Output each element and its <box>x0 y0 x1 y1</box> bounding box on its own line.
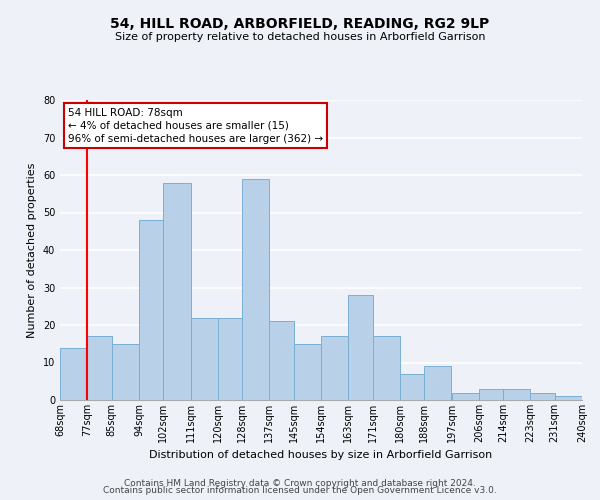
Bar <box>269 322 293 400</box>
Y-axis label: Number of detached properties: Number of detached properties <box>27 162 37 338</box>
Bar <box>163 182 191 400</box>
Bar <box>242 179 269 400</box>
Text: 54, HILL ROAD, ARBORFIELD, READING, RG2 9LP: 54, HILL ROAD, ARBORFIELD, READING, RG2 … <box>110 18 490 32</box>
Bar <box>373 336 400 400</box>
Bar <box>554 396 582 400</box>
Bar <box>503 389 530 400</box>
Bar <box>479 389 503 400</box>
Text: 54 HILL ROAD: 78sqm
← 4% of detached houses are smaller (15)
96% of semi-detache: 54 HILL ROAD: 78sqm ← 4% of detached hou… <box>68 108 323 144</box>
Bar <box>400 374 424 400</box>
Bar <box>424 366 451 400</box>
Bar <box>293 344 321 400</box>
Text: Contains public sector information licensed under the Open Government Licence v3: Contains public sector information licen… <box>103 486 497 495</box>
X-axis label: Distribution of detached houses by size in Arborfield Garrison: Distribution of detached houses by size … <box>149 450 493 460</box>
Bar <box>452 392 479 400</box>
Bar <box>60 348 88 400</box>
Text: Size of property relative to detached houses in Arborfield Garrison: Size of property relative to detached ho… <box>115 32 485 42</box>
Bar <box>321 336 349 400</box>
Bar <box>88 336 112 400</box>
Bar <box>218 318 242 400</box>
Text: Contains HM Land Registry data © Crown copyright and database right 2024.: Contains HM Land Registry data © Crown c… <box>124 478 476 488</box>
Bar <box>112 344 139 400</box>
Bar <box>349 295 373 400</box>
Bar <box>139 220 163 400</box>
Bar <box>530 392 554 400</box>
Bar <box>191 318 218 400</box>
